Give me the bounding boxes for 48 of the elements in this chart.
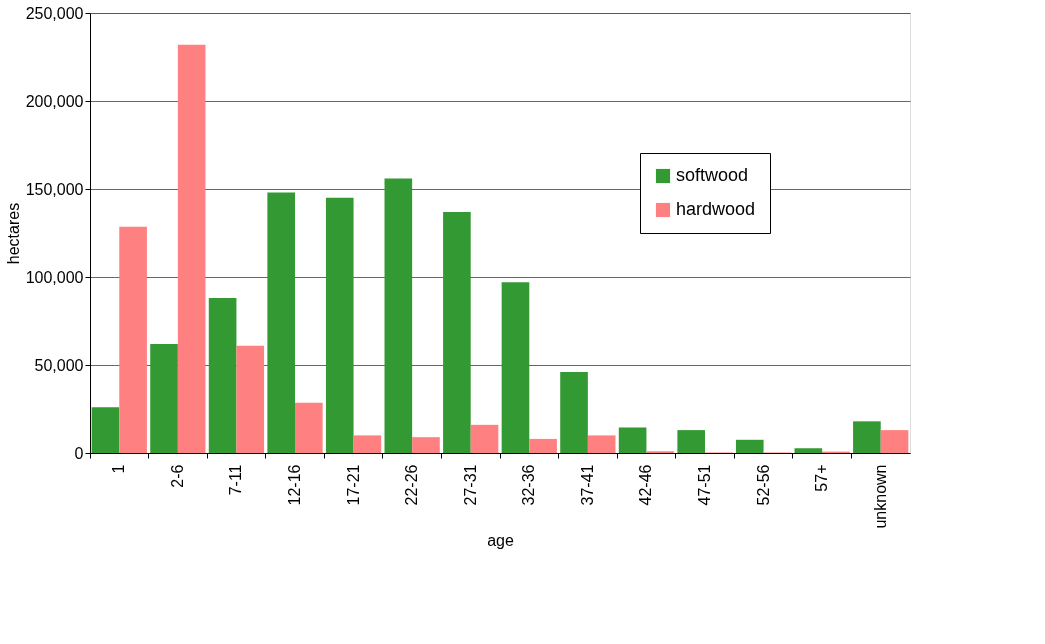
- y-axis-title: hectares: [4, 202, 22, 265]
- bar: [587, 435, 616, 453]
- bar: [677, 430, 705, 453]
- bar: [177, 44, 206, 453]
- bar: [119, 226, 147, 453]
- y-tick-label: 250,000: [25, 4, 84, 22]
- bar: [618, 427, 647, 453]
- bar: [208, 298, 237, 453]
- x-tick-label: 22-26: [403, 464, 421, 506]
- x-tick-label: 47-51: [696, 464, 713, 506]
- bar: [267, 192, 295, 453]
- y-tick-label: 0: [74, 444, 84, 462]
- bar: [236, 345, 265, 453]
- bar: [853, 421, 881, 453]
- x-tick-label: 32-36: [520, 464, 538, 506]
- bar: [470, 424, 499, 453]
- y-tick-label: 50,000: [34, 356, 84, 374]
- x-tick-label: 42-46: [637, 464, 655, 506]
- bar: [353, 435, 382, 453]
- legend-label: hardwood: [676, 199, 756, 219]
- bar: [735, 439, 764, 453]
- x-tick-label: 17-21: [344, 464, 362, 506]
- x-tick-label: 7-11: [227, 464, 245, 496]
- x-axis-title: age: [487, 531, 514, 549]
- bar: [384, 178, 413, 453]
- legend-label: softwood: [676, 165, 749, 185]
- bar: [150, 343, 178, 453]
- x-tick-label: 12-16: [286, 464, 303, 506]
- bar: [443, 211, 471, 453]
- y-tick-label: 100,000: [25, 268, 84, 286]
- bar: [529, 438, 557, 453]
- bar: [560, 372, 588, 453]
- x-tick-label: 1: [110, 464, 128, 474]
- x-tick-label: 27-31: [461, 464, 479, 506]
- y-tick-label: 200,000: [25, 92, 84, 110]
- x-tick-label: 2-6: [168, 464, 186, 488]
- bar: [295, 402, 323, 453]
- x-tick-label: 52-56: [754, 464, 772, 506]
- x-tick-label: 37-41: [578, 464, 596, 506]
- x-tick-label: unknown: [871, 464, 889, 529]
- bar: [880, 430, 909, 453]
- x-tick-label: 57+: [813, 464, 831, 492]
- bar: [412, 437, 440, 453]
- bar: [91, 407, 120, 453]
- bar: [325, 197, 354, 453]
- bar: [794, 448, 823, 453]
- y-tick-label: 150,000: [25, 180, 84, 198]
- bar: [501, 282, 530, 453]
